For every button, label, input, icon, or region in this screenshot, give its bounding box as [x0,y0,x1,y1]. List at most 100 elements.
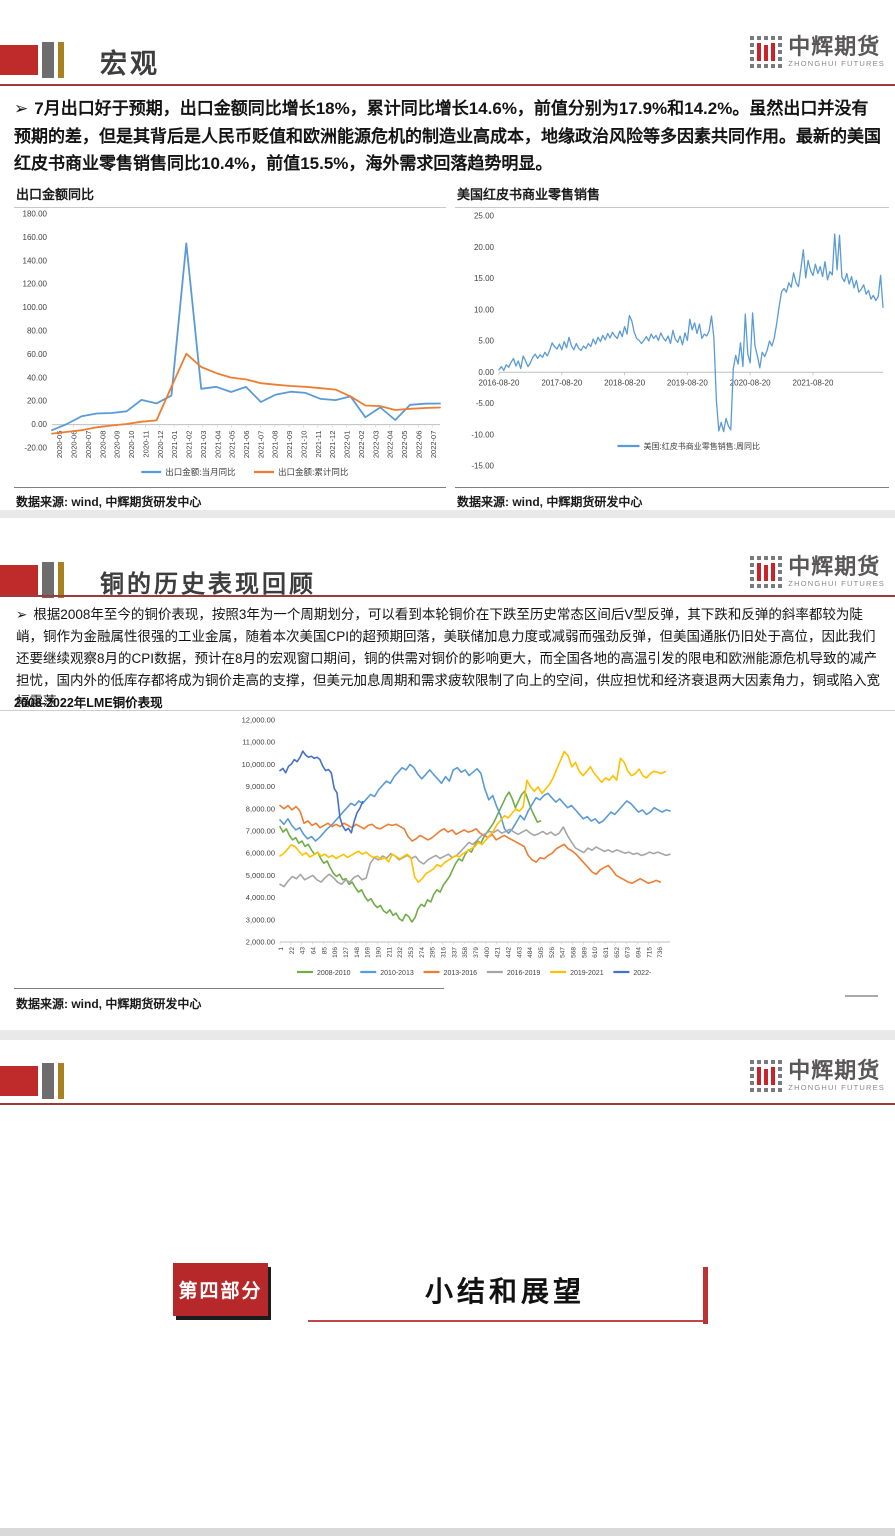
svg-text:190: 190 [376,947,383,958]
svg-text:2008-2010: 2008-2010 [317,970,351,977]
export-chart-panel: 出口金额同比 180.00 160.00 140.00 120.00 100.00 80.… [14,182,446,510]
header-red-square [0,565,38,595]
svg-text:-15.00: -15.00 [471,462,494,471]
header-red-square [0,1066,38,1096]
svg-text:2020-07: 2020-07 [84,431,93,459]
copper-paragraph-text: 根据2008年至今的铜价表现，按照3年为一个周期划分，可以看到本轮铜价在下跌至历… [16,607,880,710]
svg-text:6,000.00: 6,000.00 [246,849,275,858]
export-yoy-chart: 180.00 160.00 140.00 120.00 100.00 80.00 60.00… [23,210,441,477]
logo-cn-text: 中辉期货 [788,34,881,60]
svg-text:2016-2019: 2016-2019 [507,970,541,977]
svg-text:358: 358 [462,947,469,958]
svg-text:25.00: 25.00 [474,212,495,221]
slide-title: 宏观 [100,49,160,79]
svg-text:2021-06: 2021-06 [242,431,251,459]
svg-text:2017-08-20: 2017-08-20 [541,378,582,387]
svg-text:589: 589 [581,947,588,958]
data-source: 数据来源: wind, 中辉期货研发中心 [16,495,202,509]
svg-text:180.00: 180.00 [23,210,48,219]
source-rule [14,487,446,488]
svg-text:253: 253 [408,947,415,958]
svg-text:2021-11: 2021-11 [314,431,323,458]
header-gray-square [42,562,54,598]
section-title-bar [703,1267,708,1324]
svg-text:547: 547 [560,947,567,958]
logo-cn-text: 中辉期货 [788,1058,881,1084]
svg-text:2016-08-20: 2016-08-20 [479,378,520,387]
svg-text:2021-01: 2021-01 [170,431,179,459]
data-source: 数据来源: wind, 中辉期货研发中心 [16,997,202,1011]
svg-text:2021-03: 2021-03 [199,431,208,459]
svg-text:2021-08: 2021-08 [271,431,280,459]
svg-text:160.00: 160.00 [23,233,48,242]
svg-text:148: 148 [354,947,361,958]
svg-text:169: 169 [365,947,372,958]
page-bottom-strip [0,1528,895,1536]
slide-separator [0,510,895,518]
svg-text:40.00: 40.00 [27,373,48,382]
svg-text:2021-05: 2021-05 [228,431,237,459]
svg-text:2020-06: 2020-06 [70,431,79,459]
svg-text:4,000.00: 4,000.00 [246,893,275,902]
bullet-marker: ➢ [14,99,29,118]
header-gray-square [42,42,54,78]
bullet-marker: ➢ [16,607,28,622]
svg-text:22: 22 [289,947,296,955]
chart-heading-rule [0,710,895,711]
logo-en-text: ZHONGHUI FUTURES [788,59,885,69]
logo-en-text: ZHONGHUI FUTURES [788,579,885,589]
svg-text:1: 1 [278,947,285,951]
svg-text:3,000.00: 3,000.00 [246,915,275,924]
svg-text:211: 211 [386,947,393,958]
section-title: 小结和展望 [424,1276,585,1307]
svg-text:20.00: 20.00 [474,243,495,252]
svg-text:736: 736 [657,947,664,958]
svg-text:-20.00: -20.00 [24,444,47,453]
svg-text:2021-12: 2021-12 [328,431,337,459]
chart-title: 美国红皮书商业零售销售 [457,187,601,202]
source-rule [455,487,889,488]
svg-text:140.00: 140.00 [23,256,48,265]
header-divider [0,84,895,86]
svg-text:2021-08-20: 2021-08-20 [793,378,834,387]
svg-text:631: 631 [603,947,610,958]
svg-text:505: 505 [538,947,545,958]
svg-text:715: 715 [646,947,653,958]
svg-text:2022-06: 2022-06 [414,431,423,459]
svg-text:2020-05: 2020-05 [55,431,64,459]
data-source: 数据来源: wind, 中辉期货研发中心 [457,495,643,509]
svg-text:316: 316 [441,947,448,958]
chart-title: 出口金额同比 [16,187,95,202]
slide-outlook: 中辉期货 ZHONGHUI FUTURES 第四部分 小结和展望 [0,1040,895,1528]
svg-text:2020-08-20: 2020-08-20 [730,378,771,387]
lme-copper-chart: 12,000.00 11,000.00 10,000.00 9,000.00 8,000… [242,716,671,977]
svg-text:127: 127 [343,947,350,958]
svg-text:10,000.00: 10,000.00 [242,760,275,769]
svg-text:43: 43 [300,947,307,955]
svg-text:526: 526 [549,947,556,958]
panel-rule [14,207,446,208]
svg-text:379: 379 [473,947,480,958]
svg-text:2021-02: 2021-02 [185,431,194,459]
svg-text:2020-11: 2020-11 [141,431,150,458]
logo-grid-icon [750,1060,783,1092]
svg-text:80.00: 80.00 [27,327,48,336]
svg-text:2,000.00: 2,000.00 [246,938,275,947]
svg-text:5,000.00: 5,000.00 [246,871,275,880]
redbook-chart-panel: 美国红皮书商业零售销售 25.00 20.00 15.00 10.00 5.00 0.00… [455,182,889,510]
svg-text:2010-2013: 2010-2013 [380,970,414,977]
svg-text:2020-08: 2020-08 [98,431,107,459]
svg-text:85: 85 [321,947,328,955]
company-logo: 中辉期货 ZHONGHUI FUTURES [750,36,885,68]
logo-en-text: ZHONGHUI FUTURES [788,1083,885,1093]
svg-text:442: 442 [506,947,513,958]
svg-text:10.00: 10.00 [474,305,495,314]
svg-text:2013-2016: 2013-2016 [444,970,478,977]
svg-text:2022-01: 2022-01 [343,431,352,459]
company-logo: 中辉期货 ZHONGHUI FUTURES [750,1060,885,1092]
svg-text:出口金额:累计同比: 出口金额:累计同比 [278,467,348,477]
svg-text:20.00: 20.00 [27,397,48,406]
svg-text:2020-09: 2020-09 [113,431,122,459]
svg-text:2022-03: 2022-03 [371,431,380,459]
